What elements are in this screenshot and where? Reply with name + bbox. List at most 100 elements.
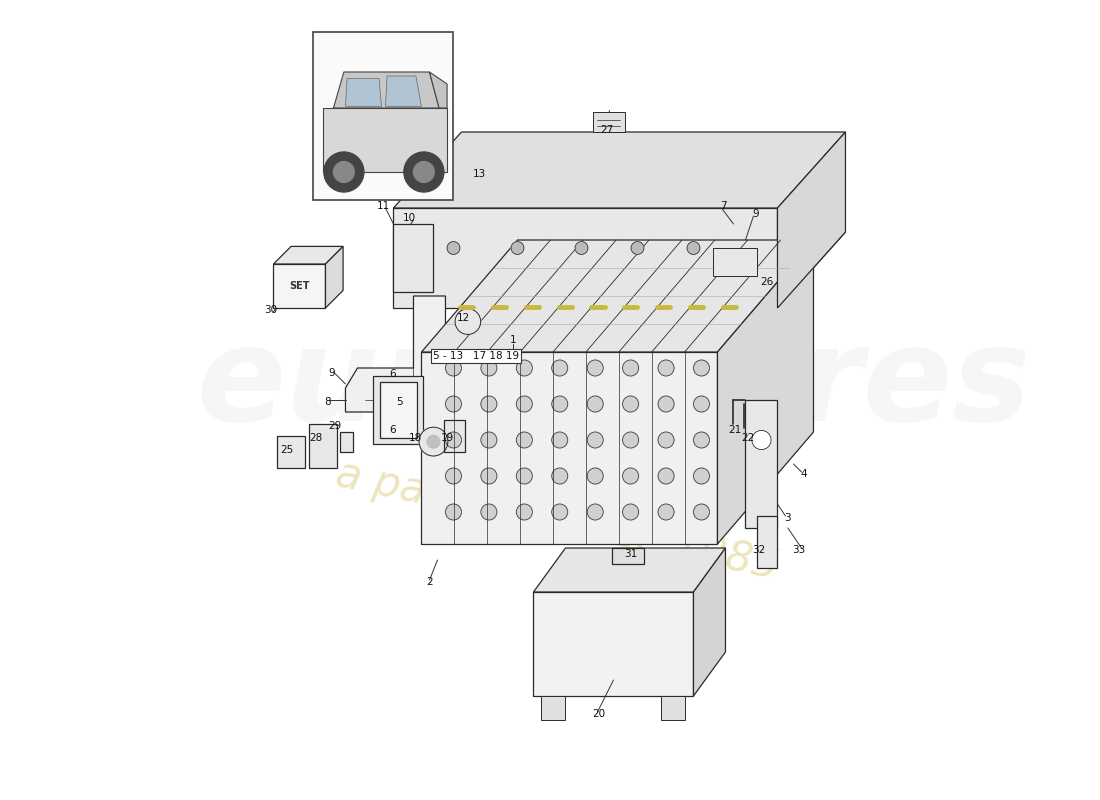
Polygon shape	[385, 76, 421, 106]
Polygon shape	[394, 132, 846, 208]
Text: 11: 11	[376, 202, 389, 211]
Circle shape	[516, 432, 532, 448]
Polygon shape	[421, 352, 717, 544]
Text: 28: 28	[309, 434, 322, 443]
Circle shape	[481, 360, 497, 376]
Circle shape	[631, 242, 644, 254]
Text: 31: 31	[625, 549, 638, 558]
Circle shape	[552, 396, 568, 412]
Circle shape	[455, 309, 481, 334]
Circle shape	[658, 504, 674, 520]
Bar	[758, 516, 778, 568]
Circle shape	[446, 396, 462, 412]
Circle shape	[693, 396, 710, 412]
Polygon shape	[717, 240, 814, 544]
Circle shape	[658, 360, 674, 376]
Circle shape	[623, 360, 639, 376]
Text: eurospares: eurospares	[196, 321, 1031, 447]
Text: 5: 5	[396, 398, 403, 407]
Polygon shape	[429, 72, 447, 108]
Circle shape	[552, 468, 568, 484]
Text: 4: 4	[801, 469, 807, 478]
Bar	[714, 248, 758, 276]
Circle shape	[623, 504, 639, 520]
Polygon shape	[274, 264, 326, 308]
Circle shape	[447, 242, 460, 254]
Circle shape	[446, 504, 462, 520]
Text: 3: 3	[784, 514, 791, 523]
Polygon shape	[394, 208, 778, 308]
Text: 12: 12	[456, 314, 470, 323]
Text: 32: 32	[752, 546, 766, 555]
Circle shape	[688, 242, 700, 254]
Circle shape	[658, 432, 674, 448]
Polygon shape	[778, 132, 846, 308]
Circle shape	[446, 432, 462, 448]
Text: 10: 10	[403, 214, 416, 223]
Polygon shape	[746, 400, 778, 528]
Bar	[444, 420, 465, 452]
Circle shape	[587, 396, 603, 412]
Polygon shape	[323, 108, 447, 172]
Circle shape	[404, 152, 444, 192]
Text: 26: 26	[760, 277, 773, 286]
Text: 9: 9	[329, 368, 336, 378]
Polygon shape	[274, 246, 343, 264]
Text: 9: 9	[752, 210, 759, 219]
Circle shape	[552, 432, 568, 448]
Text: SET: SET	[289, 281, 310, 291]
Circle shape	[323, 152, 364, 192]
Text: 29: 29	[329, 421, 342, 430]
Text: 6: 6	[389, 370, 396, 379]
Text: 13: 13	[473, 170, 486, 179]
Circle shape	[516, 360, 532, 376]
Polygon shape	[693, 548, 726, 696]
Circle shape	[516, 396, 532, 412]
Circle shape	[658, 468, 674, 484]
Circle shape	[693, 468, 710, 484]
Circle shape	[414, 162, 435, 182]
Bar	[612, 548, 643, 564]
Circle shape	[516, 504, 532, 520]
Bar	[277, 436, 306, 468]
Bar	[661, 696, 685, 720]
Circle shape	[693, 360, 710, 376]
Bar	[594, 112, 626, 132]
Circle shape	[587, 432, 603, 448]
Text: a passion  since 1985: a passion since 1985	[332, 453, 782, 587]
Circle shape	[552, 360, 568, 376]
Polygon shape	[394, 232, 846, 308]
Circle shape	[623, 432, 639, 448]
Circle shape	[419, 427, 448, 456]
Circle shape	[333, 162, 354, 182]
Text: 20: 20	[593, 709, 606, 718]
Text: 27: 27	[601, 125, 614, 134]
Circle shape	[512, 242, 524, 254]
Text: 22: 22	[741, 434, 755, 443]
Circle shape	[552, 504, 568, 520]
Polygon shape	[333, 72, 439, 108]
Circle shape	[623, 468, 639, 484]
Circle shape	[587, 468, 603, 484]
Circle shape	[575, 242, 587, 254]
Bar	[541, 696, 565, 720]
Circle shape	[446, 468, 462, 484]
Polygon shape	[345, 78, 382, 106]
Polygon shape	[534, 592, 693, 696]
Bar	[379, 382, 417, 438]
Circle shape	[427, 435, 440, 448]
Polygon shape	[394, 224, 433, 292]
Circle shape	[693, 432, 710, 448]
Circle shape	[752, 430, 771, 450]
Text: 2: 2	[426, 578, 432, 587]
Polygon shape	[345, 296, 446, 412]
Text: 25: 25	[280, 445, 294, 454]
Text: 5 - 13   17 18 19: 5 - 13 17 18 19	[432, 351, 519, 361]
Circle shape	[481, 432, 497, 448]
Bar	[374, 376, 424, 444]
Text: 1: 1	[510, 335, 517, 345]
Circle shape	[587, 360, 603, 376]
Circle shape	[516, 468, 532, 484]
Polygon shape	[326, 246, 343, 308]
Circle shape	[481, 468, 497, 484]
